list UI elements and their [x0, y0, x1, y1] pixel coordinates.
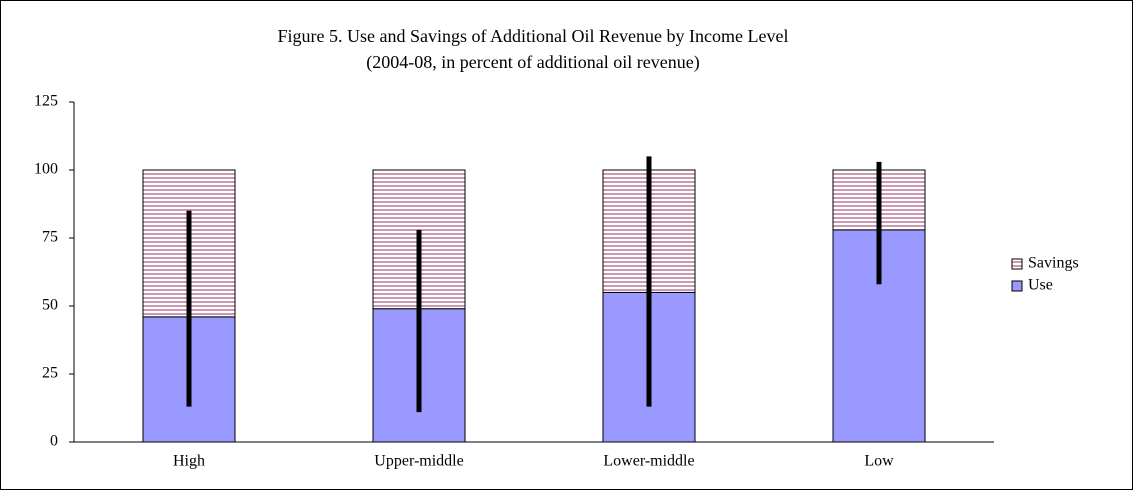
y-tick-label: 25 [42, 365, 58, 382]
y-tick-label: 50 [42, 297, 58, 314]
y-tick-label: 100 [34, 161, 58, 178]
y-tick-label: 75 [42, 229, 58, 246]
chart-subtitle: (2004-08, in percent of additional oil r… [366, 52, 699, 73]
x-tick-label: High [173, 453, 205, 470]
legend-label: Savings [1028, 255, 1079, 272]
legend-swatch [1011, 280, 1023, 292]
chart-title: Figure 5. Use and Savings of Additional … [278, 26, 789, 46]
y-tick-label: 0 [50, 433, 58, 450]
y-tick-label: 125 [34, 93, 58, 110]
x-tick-label: Low [864, 453, 894, 470]
x-tick-label: Upper-middle [374, 453, 463, 470]
legend-swatch [1011, 258, 1023, 270]
x-tick-label: Lower-middle [603, 453, 694, 470]
legend-label: Use [1028, 277, 1053, 294]
